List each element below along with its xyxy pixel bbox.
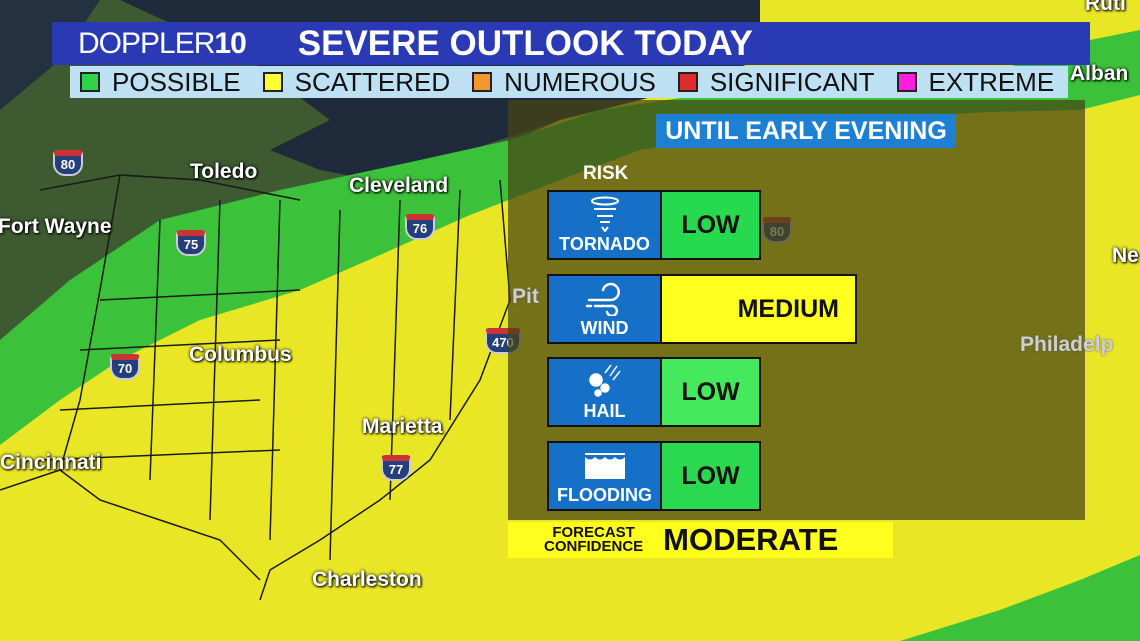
risk-row-tornado: TORNADO LOW bbox=[547, 190, 761, 260]
risk-heading: RISK bbox=[583, 163, 629, 184]
legend-item-possible: POSSIBLE bbox=[80, 67, 241, 98]
possible-zone-se bbox=[900, 555, 1140, 641]
interstate-shield: 75 bbox=[176, 230, 206, 256]
legend-item-significant: SIGNIFICANT bbox=[677, 67, 875, 98]
interstate-shield: 70 bbox=[110, 354, 140, 380]
risk-level: LOW bbox=[662, 443, 759, 509]
hail-icon bbox=[588, 364, 621, 397]
city-label: Columbus bbox=[189, 343, 292, 366]
legend-item-scattered: SCATTERED bbox=[262, 67, 450, 98]
interstate-shield: 80 bbox=[53, 150, 83, 176]
legend-swatch bbox=[472, 72, 493, 92]
city-label: Fort Wayne bbox=[0, 215, 112, 238]
legend-swatch bbox=[80, 72, 100, 92]
city-label: Philadelp bbox=[1020, 333, 1114, 356]
wind-icon bbox=[585, 282, 620, 316]
risk-level: MEDIUM bbox=[662, 276, 855, 342]
legend-swatch bbox=[896, 72, 917, 92]
station-logo: DOPPLER10 bbox=[78, 26, 247, 60]
page-title: SEVERE OUTLOOK TODAY bbox=[297, 23, 753, 63]
risk-row-flooding: FLOODING LOW bbox=[547, 441, 761, 511]
interstate-shield: 77 bbox=[381, 455, 411, 481]
title-bar: DOPPLER10 SEVERE OUTLOOK TODAY bbox=[52, 22, 1090, 65]
legend: POSSIBLE SCATTERED NUMEROUS SIGNIFICANT … bbox=[70, 66, 1068, 98]
risk-level: LOW bbox=[662, 192, 759, 258]
city-label: Toledo bbox=[190, 160, 258, 183]
city-label: Rutl bbox=[1085, 0, 1126, 15]
tornado-icon bbox=[590, 196, 619, 232]
legend-item-extreme: EXTREME bbox=[896, 67, 1054, 98]
risk-row-hail: HAIL LOW bbox=[547, 357, 761, 427]
legend-swatch bbox=[262, 72, 283, 92]
confidence-label: FORECAST CONFIDENCE bbox=[544, 524, 644, 555]
risk-row-wind: WIND MEDIUM bbox=[547, 274, 857, 344]
city-label: Marietta bbox=[362, 415, 443, 438]
city-label: Cleveland bbox=[349, 174, 449, 197]
timeframe-label: UNTIL EARLY EVENING bbox=[656, 114, 956, 148]
forecast-confidence-bar: FORECAST CONFIDENCE MODERATE bbox=[508, 522, 893, 558]
city-label: Pit bbox=[512, 285, 539, 308]
flood-icon bbox=[584, 453, 625, 479]
interstate-shield: 76 bbox=[405, 214, 435, 240]
city-label: Ne bbox=[1112, 244, 1139, 267]
legend-swatch bbox=[677, 72, 698, 92]
city-label: Alban bbox=[1070, 62, 1129, 85]
confidence-value: MODERATE bbox=[663, 522, 839, 557]
risk-level: LOW bbox=[662, 359, 759, 425]
city-label: Cincinnati bbox=[0, 451, 102, 474]
city-label: Charleston bbox=[312, 568, 422, 591]
legend-item-numerous: NUMEROUS bbox=[472, 67, 656, 98]
